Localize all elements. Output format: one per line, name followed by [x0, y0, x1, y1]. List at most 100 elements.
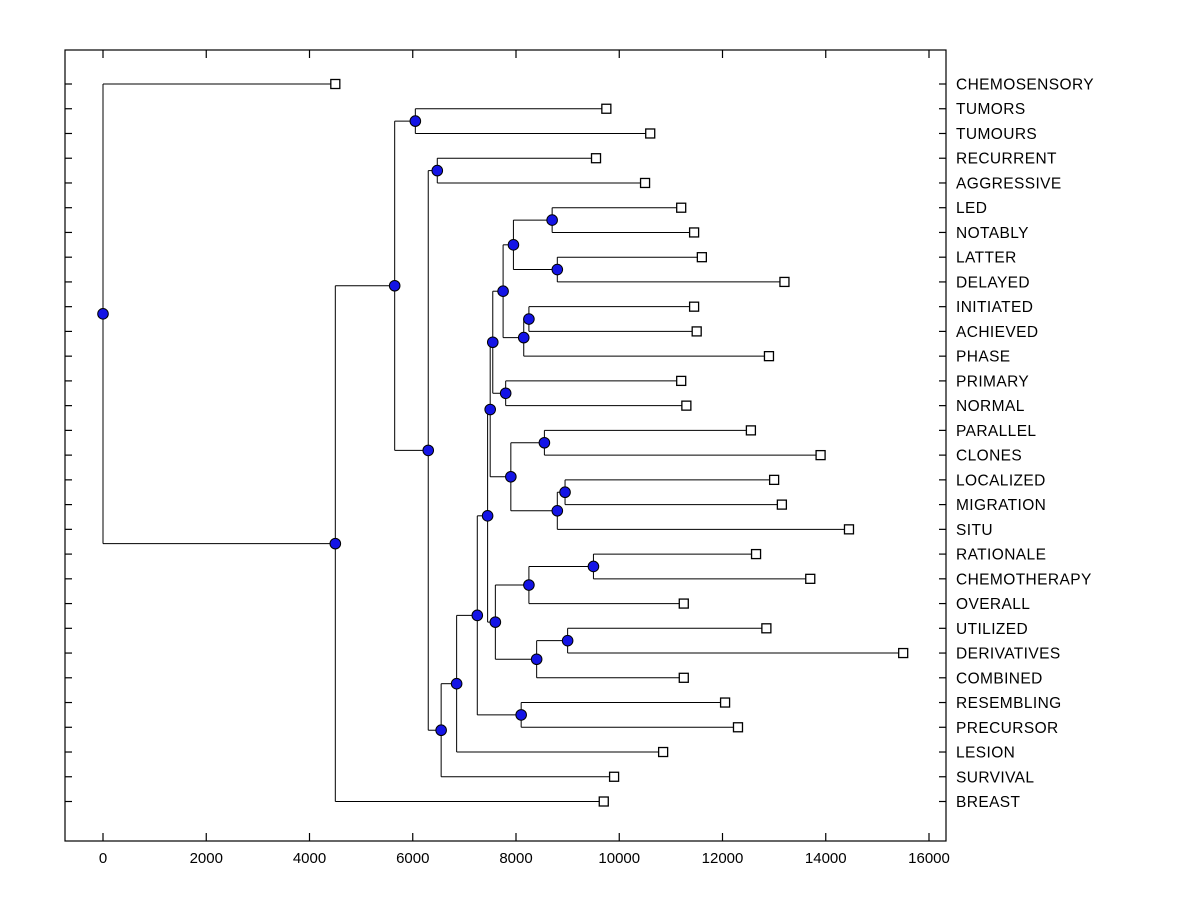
leaf-label: NORMAL — [956, 398, 1025, 415]
leaf-node-square — [805, 573, 816, 584]
leaf-node-square — [745, 425, 757, 436]
x-tick-label: 0 — [99, 850, 107, 867]
leaf-node-square — [678, 598, 689, 609]
internal-node-dot — [388, 279, 401, 292]
leaf-label: RATIONALE — [956, 547, 1046, 564]
internal-node-dot — [450, 677, 463, 690]
leaf-node-square — [761, 623, 772, 634]
leaf-node-square — [691, 326, 702, 337]
leaf-label: AGGRESSIVE — [956, 175, 1062, 192]
leaf-label: TUMOURS — [956, 126, 1037, 143]
leaf-label: ACHIEVED — [956, 324, 1038, 341]
leaf-label: DELAYED — [956, 274, 1030, 291]
x-tick-label: 4000 — [293, 850, 326, 867]
x-tick-label: 6000 — [396, 850, 429, 867]
leaf-label: BREAST — [956, 794, 1021, 811]
leaf-node-square — [678, 672, 689, 683]
internal-node-dot — [481, 510, 494, 522]
x-tick-label: 8000 — [499, 850, 532, 867]
leaf-label: OVERALL — [956, 596, 1030, 613]
internal-node-dot — [499, 387, 512, 400]
leaf-label: SITU — [956, 522, 993, 539]
leaf-label: LESION — [956, 745, 1015, 762]
internal-node-dot — [507, 239, 520, 251]
leaf-node-square — [590, 153, 602, 164]
leaf-label: PRECURSOR — [956, 720, 1059, 737]
internal-node-dot — [505, 470, 517, 483]
leaf-label: TUMORS — [956, 101, 1026, 118]
internal-node-dot — [523, 579, 535, 591]
leaf-label: LOCALIZED — [956, 472, 1046, 489]
leaf-label: UTILIZED — [956, 621, 1028, 638]
leaf-label: PRIMARY — [956, 373, 1029, 390]
leaf-label: LATTER — [956, 250, 1017, 267]
internal-node-dot — [587, 560, 600, 573]
internal-node-dot — [538, 436, 551, 449]
leaf-label: RESEMBLING — [956, 695, 1062, 712]
leaf-label: MIGRATION — [956, 497, 1046, 514]
internal-node-dot — [489, 616, 502, 628]
x-tick-label: 2000 — [190, 850, 223, 867]
leaf-node-square — [598, 796, 609, 807]
leaf-node-square — [676, 202, 687, 213]
internal-node-dot — [422, 444, 435, 457]
leaf-node-square — [763, 351, 775, 362]
leaf-node-square — [696, 252, 707, 263]
leaf-label: COMBINED — [956, 670, 1043, 687]
leaf-label: CLONES — [956, 448, 1022, 465]
internal-node-dot — [530, 653, 543, 666]
internal-node-dot — [546, 214, 558, 226]
x-tick-label: 12000 — [702, 850, 744, 867]
leaf-node-square — [719, 697, 731, 708]
internal-node-dot — [523, 313, 535, 325]
leaf-label: INITIATED — [956, 299, 1033, 316]
leaf-label: PARALLEL — [956, 423, 1036, 440]
internal-node-dot — [329, 537, 342, 550]
leaf-node-square — [601, 103, 612, 114]
leaf-node-square — [732, 722, 744, 733]
leaf-node-square — [843, 524, 855, 535]
leaf-label: CHEMOSENSORY — [956, 77, 1094, 94]
internal-node-dot — [486, 336, 499, 349]
leaf-node-square — [657, 746, 669, 758]
plot-box — [64, 49, 947, 842]
internal-node-dot — [471, 609, 484, 622]
leaf-node-square — [688, 227, 700, 238]
leaf-node-square — [608, 771, 620, 782]
leaf-label: CHEMOTHERAPY — [956, 571, 1092, 588]
leaf-node-square — [779, 276, 790, 288]
internal-node-dot — [559, 486, 571, 499]
leaf-node-square — [768, 474, 780, 486]
leaf-node-square — [330, 78, 341, 90]
leaf-label: LED — [956, 200, 987, 217]
leaf-node-square — [681, 400, 692, 411]
internal-node-dot — [551, 263, 564, 276]
x-tick-label: 10000 — [598, 850, 640, 867]
internal-node-dot — [551, 504, 564, 517]
internal-node-dot — [97, 308, 109, 320]
leaf-node-square — [688, 301, 700, 312]
internal-node-dot — [515, 709, 527, 721]
x-tick-label: 16000 — [908, 850, 950, 867]
internal-node-dot — [561, 634, 574, 647]
leaf-label: NOTABLY — [956, 225, 1029, 242]
internal-node-dot — [484, 403, 496, 416]
leaf-node-square — [815, 449, 826, 461]
internal-node-dot — [431, 164, 444, 177]
leaf-label: RECURRENT — [956, 151, 1057, 168]
internal-node-dot — [435, 724, 447, 737]
internal-node-dot — [497, 285, 509, 298]
leaf-node-square — [676, 375, 687, 387]
internal-node-dot — [409, 115, 422, 127]
internal-node-dot — [517, 331, 530, 344]
leaf-node-square — [898, 647, 909, 659]
leaf-node-square — [645, 128, 656, 139]
leaf-label: PHASE — [956, 349, 1011, 366]
x-tick-label: 14000 — [805, 850, 847, 867]
leaf-node-square — [776, 499, 788, 510]
leaf-node-square — [750, 548, 762, 560]
leaf-node-square — [639, 177, 651, 189]
leaf-label: DERIVATIVES — [956, 646, 1061, 663]
